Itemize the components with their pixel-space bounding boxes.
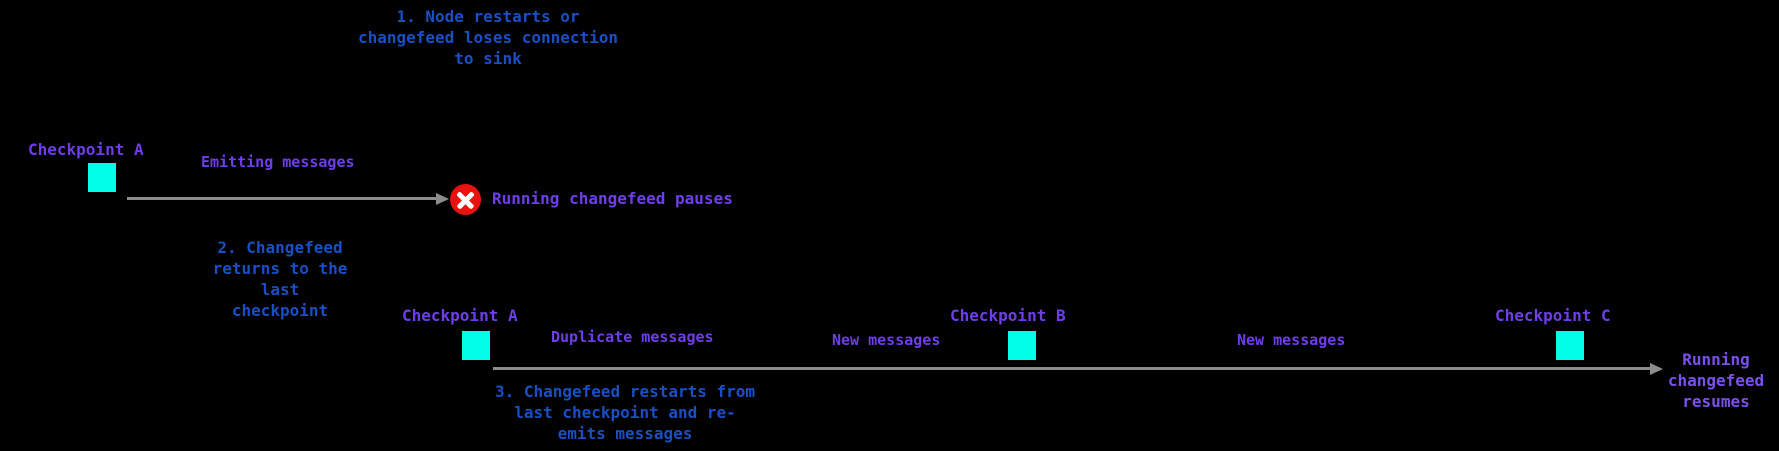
timeline-after-arrowhead-icon [1650, 363, 1663, 375]
timeline-before-line [127, 197, 438, 200]
checkpoint-c-label: Checkpoint C [1495, 306, 1611, 325]
checkpoint-b-label: Checkpoint B [950, 306, 1066, 325]
step3-note: 3. Changefeed restarts from last checkpo… [494, 382, 756, 443]
new-messages-label-1: New messages [832, 331, 941, 349]
running-changefeed-pauses-label: Running changefeed pauses [492, 189, 733, 208]
cancel-circle-x-icon [450, 184, 481, 215]
new-messages-label-2: New messages [1237, 331, 1346, 349]
timeline-before-arrowhead-icon [436, 193, 449, 205]
duplicate-messages-label: Duplicate messages [551, 328, 714, 346]
checkpoint-a-marker-top [88, 163, 116, 192]
checkpoint-a-marker-bottom [462, 331, 490, 360]
emitting-messages-label: Emitting messages [201, 153, 355, 171]
timeline-after-line [493, 367, 1651, 370]
checkpoint-a-label-bottom: Checkpoint A [402, 306, 518, 325]
running-changefeed-resumes-label: Running changefeed resumes [1667, 350, 1765, 411]
step2-note: 2. Changefeed returns to the last checkp… [212, 238, 348, 320]
checkpoint-a-label-top: Checkpoint A [28, 140, 144, 159]
step1-note: 1. Node restarts or changefeed loses con… [357, 7, 619, 68]
checkpoint-b-marker [1008, 331, 1036, 360]
checkpoint-c-marker [1556, 331, 1584, 360]
